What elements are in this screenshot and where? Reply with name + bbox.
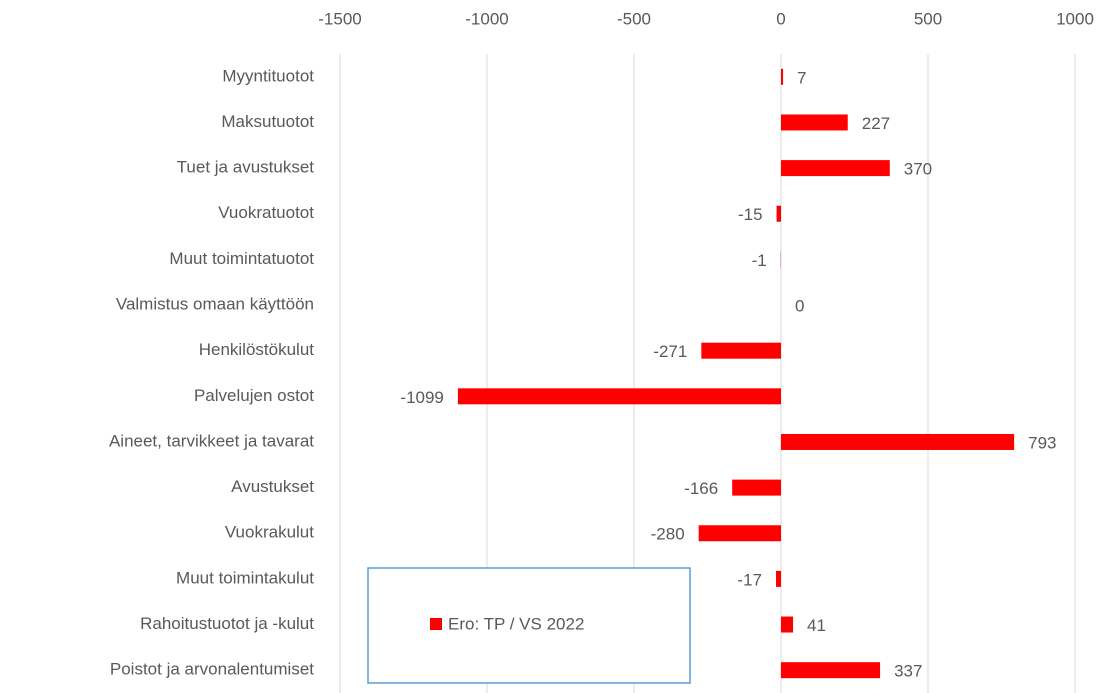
bar bbox=[776, 205, 781, 222]
legend-swatch bbox=[430, 618, 442, 630]
x-tick-label: 1000 bbox=[1056, 9, 1094, 28]
bar bbox=[781, 160, 890, 177]
x-tick-label: 500 bbox=[914, 9, 942, 28]
x-tick-label: 0 bbox=[776, 9, 785, 28]
legend-label: Ero: TP / VS 2022 bbox=[448, 614, 584, 633]
y-tick-label: Avustukset bbox=[231, 477, 314, 496]
data-label: -1099 bbox=[400, 388, 443, 407]
legend-box bbox=[367, 567, 691, 684]
data-label: 370 bbox=[904, 160, 932, 179]
data-label: -271 bbox=[653, 342, 687, 361]
y-tick-label: Vuokratuotot bbox=[218, 203, 314, 222]
bar bbox=[776, 570, 781, 587]
y-tick-label: Aineet, tarvikkeet ja tavarat bbox=[109, 431, 314, 450]
bar bbox=[701, 342, 781, 359]
y-tick-label: Vuokrakulut bbox=[225, 523, 314, 542]
data-label: -166 bbox=[684, 479, 718, 498]
x-tick-label: -1000 bbox=[465, 9, 508, 28]
bar bbox=[781, 616, 794, 633]
data-label: -1 bbox=[752, 251, 767, 270]
data-label: 0 bbox=[795, 297, 804, 316]
data-label: -15 bbox=[738, 205, 763, 224]
bar bbox=[781, 433, 1015, 450]
data-label: 41 bbox=[807, 616, 826, 635]
data-label: -17 bbox=[737, 570, 762, 589]
y-tick-label: Muut toimintakulut bbox=[176, 568, 314, 587]
data-label: 793 bbox=[1028, 433, 1056, 452]
bar bbox=[781, 68, 784, 85]
y-tick-label: Tuet ja avustukset bbox=[177, 158, 315, 177]
data-label: 337 bbox=[894, 662, 922, 681]
data-label: -280 bbox=[651, 525, 685, 544]
bar bbox=[781, 662, 881, 679]
data-label: 227 bbox=[862, 114, 890, 133]
y-tick-label: Palvelujen ostot bbox=[194, 386, 314, 405]
y-tick-label: Henkilöstökulut bbox=[199, 340, 315, 359]
bar bbox=[781, 114, 848, 131]
bar bbox=[698, 525, 781, 542]
data-label: 7 bbox=[797, 68, 806, 87]
y-tick-label: Rahoitustuotot ja -kulut bbox=[140, 614, 314, 633]
x-tick-label: -1500 bbox=[318, 9, 361, 28]
bar bbox=[732, 479, 781, 496]
y-tick-label: Myyntituotot bbox=[222, 66, 314, 85]
y-tick-label: Valmistus omaan käyttöön bbox=[116, 295, 314, 314]
y-tick-label: Poistot ja arvonalentumiset bbox=[110, 660, 314, 679]
bar bbox=[457, 388, 781, 405]
y-tick-label: Muut toimintatuotot bbox=[169, 249, 314, 268]
y-tick-label: Maksutuotot bbox=[221, 112, 314, 131]
x-tick-label: -500 bbox=[617, 9, 651, 28]
